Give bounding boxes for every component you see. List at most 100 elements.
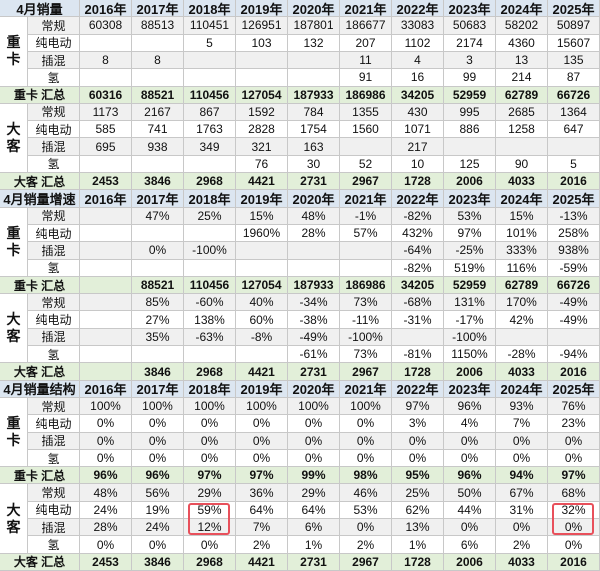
data-cell: 0% — [80, 432, 132, 450]
data-cell: 53% — [444, 207, 496, 225]
row-label: 纯电动 — [28, 224, 80, 243]
data-cell: -49% — [288, 328, 340, 347]
year-header: 2018年 — [184, 380, 236, 398]
data-cell: 19% — [132, 501, 184, 520]
data-cell: 938 — [132, 138, 184, 156]
total-cell: 2967 — [340, 553, 392, 571]
data-cell: 1% — [392, 536, 444, 554]
data-cell: 110451 — [184, 17, 236, 35]
data-cell: 99 — [444, 69, 496, 87]
data-cell: 67% — [496, 484, 548, 502]
total-cell: 1728 — [392, 553, 444, 571]
total-cell — [80, 276, 132, 295]
data-cell: 0% — [80, 415, 132, 433]
data-cell: -17% — [444, 311, 496, 329]
total-cell: 127054 — [236, 86, 288, 104]
year-header: 2016年 — [80, 0, 132, 18]
data-cell: 60% — [236, 311, 288, 329]
data-cell: 3 — [444, 51, 496, 70]
data-cell: 135 — [548, 51, 600, 70]
data-cell: 214 — [496, 69, 548, 87]
row-label: 常规 — [28, 484, 80, 502]
data-cell: 2% — [340, 536, 392, 554]
data-cell: 0% — [80, 449, 132, 468]
data-cell — [288, 69, 340, 87]
data-cell — [132, 69, 184, 87]
data-cell — [496, 328, 548, 347]
total-cell: 3846 — [132, 173, 184, 191]
total-cell: 98% — [340, 467, 392, 485]
data-cell: -8% — [236, 328, 288, 347]
year-header: 2021年 — [340, 190, 392, 208]
total-cell: 2006 — [444, 553, 496, 571]
data-cell: 647 — [548, 121, 600, 139]
year-header: 2024年 — [496, 380, 548, 398]
data-cell — [80, 311, 132, 329]
data-cell: 170% — [496, 294, 548, 312]
data-cell: 784 — [288, 103, 340, 122]
year-header: 2024年 — [496, 0, 548, 18]
total-label: 大客 汇总 — [0, 173, 80, 191]
data-cell: 0% — [340, 449, 392, 468]
data-cell: 59% — [184, 501, 236, 520]
data-cell: 101% — [496, 224, 548, 243]
total-cell: 2453 — [80, 553, 132, 571]
data-cell: 2% — [236, 536, 288, 554]
row-label: 插混 — [28, 51, 80, 70]
data-cell: 5 — [184, 34, 236, 52]
data-cell: 0% — [184, 432, 236, 450]
data-cell — [184, 155, 236, 174]
total-cell: 2016 — [548, 173, 600, 191]
total-cell: 2968 — [184, 363, 236, 381]
data-cell: 85% — [132, 294, 184, 312]
data-cell: 88513 — [132, 17, 184, 35]
total-cell: 2731 — [288, 363, 340, 381]
year-header: 2022年 — [392, 380, 444, 398]
highlight-box — [552, 502, 594, 536]
data-cell: 29% — [184, 484, 236, 502]
year-header: 2016年 — [80, 380, 132, 398]
group-label: 大客 — [0, 103, 28, 174]
data-cell: 40% — [236, 294, 288, 312]
data-cell: 0% — [340, 519, 392, 537]
data-cell: 3% — [392, 415, 444, 433]
data-cell: 97% — [444, 224, 496, 243]
data-cell: 0% — [392, 432, 444, 450]
data-cell: 0% — [184, 449, 236, 468]
data-cell: 100% — [288, 397, 340, 416]
data-cell: 50897 — [548, 17, 600, 35]
total-cell: 34205 — [392, 276, 444, 295]
data-cell — [340, 242, 392, 260]
data-cell: 1355 — [340, 103, 392, 122]
data-cell: -49% — [548, 294, 600, 312]
row-label: 纯电动 — [28, 415, 80, 433]
data-cell: 50% — [444, 484, 496, 502]
total-cell: 110456 — [184, 86, 236, 104]
year-header: 2025年 — [548, 0, 600, 18]
section-title: 4月销量增速 — [0, 190, 80, 208]
total-cell: 62789 — [496, 86, 548, 104]
data-cell: 1560 — [340, 121, 392, 139]
data-cell: 31% — [496, 501, 548, 520]
data-cell: 0% — [132, 536, 184, 554]
total-cell: 97% — [548, 467, 600, 485]
data-cell: 76% — [548, 397, 600, 416]
data-cell: 116% — [496, 259, 548, 277]
total-cell: 4421 — [236, 363, 288, 381]
total-cell: 2731 — [288, 553, 340, 571]
data-cell: 187801 — [288, 17, 340, 35]
data-cell — [80, 328, 132, 347]
group-label: 重卡 — [0, 397, 28, 468]
year-header: 2023年 — [444, 380, 496, 398]
data-cell: 103 — [236, 34, 288, 52]
data-cell: -100% — [444, 328, 496, 347]
year-header: 2017年 — [132, 0, 184, 18]
total-cell: 34205 — [392, 86, 444, 104]
row-label: 纯电动 — [28, 311, 80, 329]
data-cell: 91 — [340, 69, 392, 87]
data-cell: 35% — [132, 328, 184, 347]
data-cell: 695 — [80, 138, 132, 156]
year-header: 2017年 — [132, 380, 184, 398]
data-cell: 6% — [444, 536, 496, 554]
data-cell: 4 — [392, 51, 444, 70]
